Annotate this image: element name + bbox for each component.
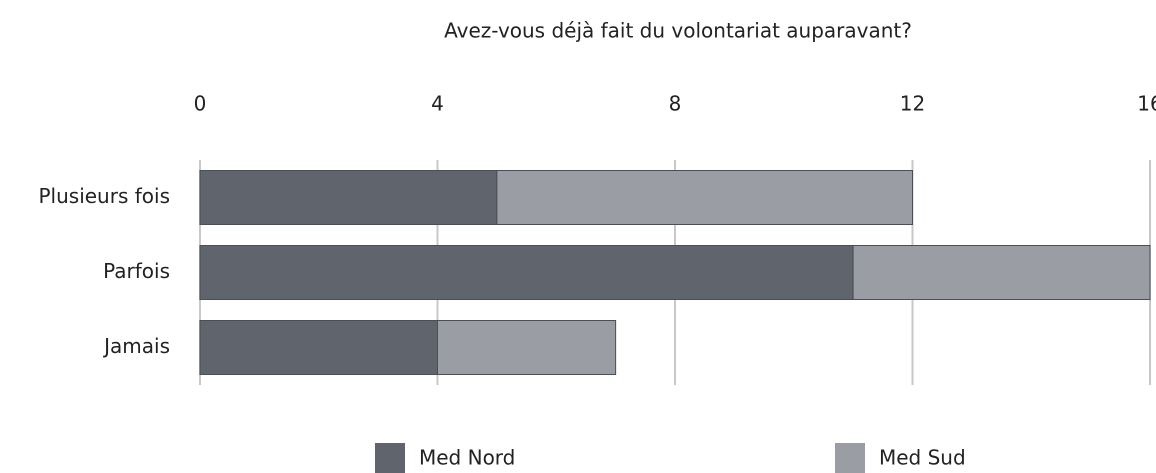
y-tick-label: Plusieurs fois — [38, 184, 170, 208]
x-tick-label: 4 — [431, 92, 444, 116]
chart-title: Avez-vous déjà fait du volontariat aupar… — [444, 19, 912, 43]
bar — [199, 170, 498, 225]
x-tick-label: 8 — [669, 92, 682, 116]
bar — [437, 320, 617, 375]
y-tick-label: Jamais — [102, 334, 170, 358]
legend-swatch — [835, 443, 865, 473]
legend-swatch — [375, 443, 405, 473]
x-tick-label: 16 — [1137, 92, 1156, 116]
bar — [199, 320, 438, 375]
x-tick-label: 12 — [900, 92, 925, 116]
legend-label: Med Sud — [879, 446, 966, 470]
bar — [496, 170, 913, 225]
bar — [852, 245, 1151, 300]
y-tick-label: Parfois — [103, 259, 170, 283]
x-tick-label: 0 — [194, 92, 207, 116]
bar — [199, 245, 854, 300]
legend-label: Med Nord — [419, 446, 515, 470]
